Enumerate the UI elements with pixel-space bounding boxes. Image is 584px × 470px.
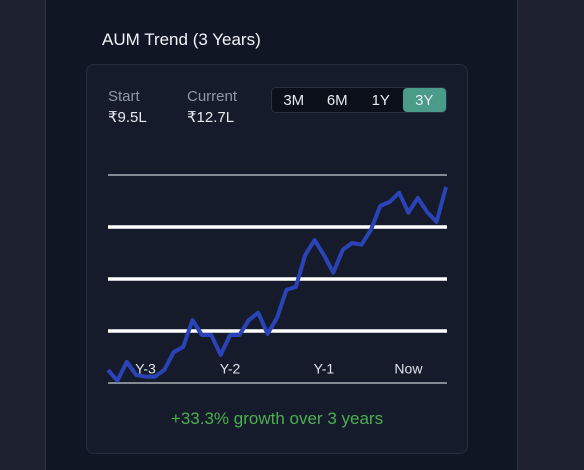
x-tick-label: Y-2 xyxy=(220,361,241,377)
range-button[interactable]: 1Y xyxy=(371,91,390,109)
chart-card xyxy=(86,64,468,454)
range-button[interactable]: 6M xyxy=(326,91,348,109)
growth-text: +33.3% growth over 3 years xyxy=(170,409,384,428)
trend-line xyxy=(106,186,448,383)
x-tick-label: Y-1 xyxy=(314,361,335,377)
stat-label: Start xyxy=(108,88,140,105)
range-button[interactable]: 3M xyxy=(283,91,305,109)
stat-value: ₹12.7L xyxy=(187,109,235,126)
x-tick-label: Now xyxy=(394,361,423,377)
range-button[interactable]: 3Y xyxy=(402,88,446,112)
stat: Current ₹12.7L xyxy=(187,88,237,126)
stat-label: Current xyxy=(187,88,238,105)
stat: Start ₹9.5L xyxy=(108,88,147,126)
range-selector: 3M 6M 1Y 3Y xyxy=(271,87,447,113)
section-title: AUM Trend (3 Years) xyxy=(102,30,261,49)
stat-value: ₹9.5L xyxy=(108,109,147,126)
x-tick-label: Y-3 xyxy=(135,361,156,377)
